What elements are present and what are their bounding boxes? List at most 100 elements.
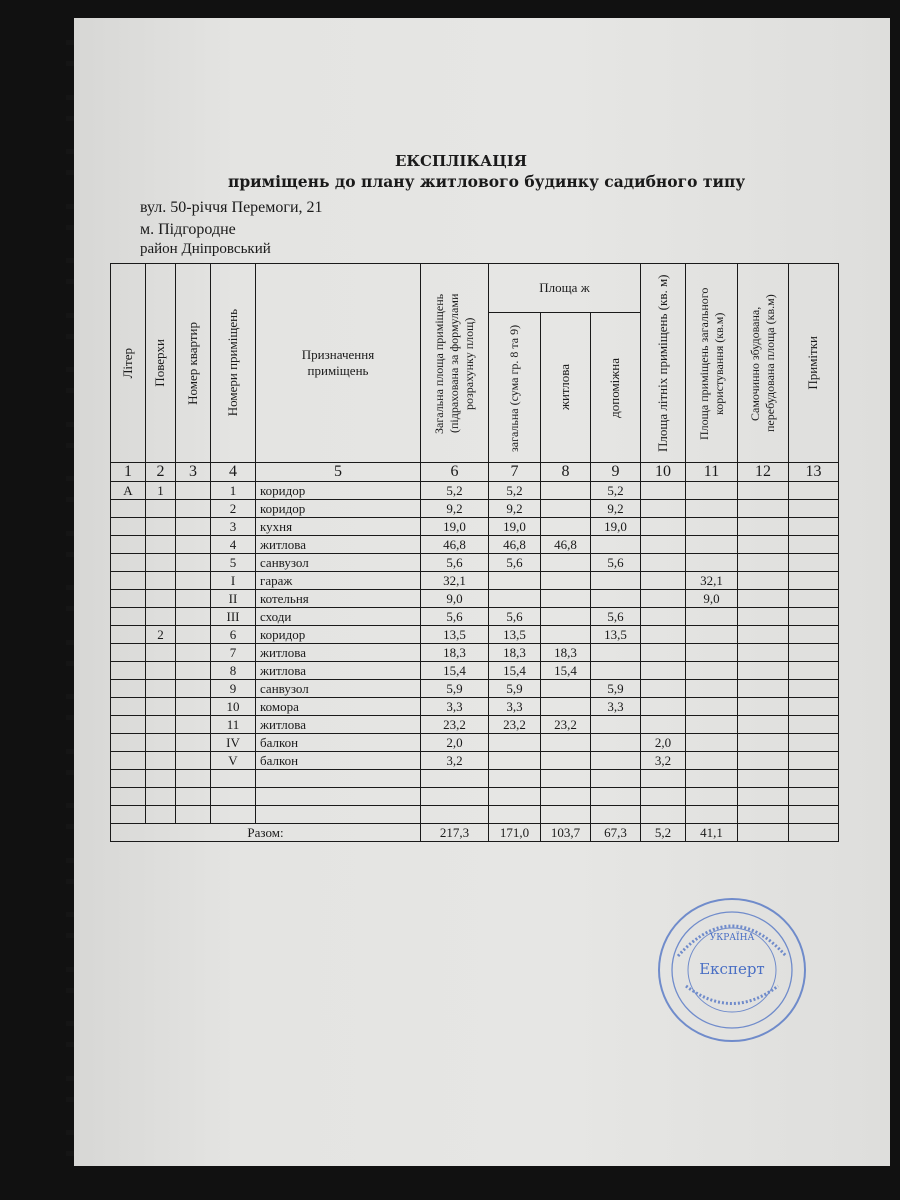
- table-cell: [640, 499, 686, 518]
- table-cell: [145, 769, 176, 788]
- table-row: 5 санвузол 5,6 5,6 5,6: [110, 553, 839, 572]
- table-cell: [788, 553, 839, 572]
- table-cell: [788, 643, 839, 662]
- table-cell: [175, 787, 211, 806]
- table-cell: [640, 553, 686, 572]
- table-cell: 23,2: [420, 715, 489, 734]
- table-cell: [640, 607, 686, 626]
- table-cell: 3,3: [488, 697, 541, 716]
- table-row: А 1 1 коридор 5,2 5,2 5,2: [110, 481, 839, 500]
- column-number: 10: [640, 462, 686, 482]
- table-cell: 18,3: [540, 643, 591, 662]
- table-cell: [175, 733, 211, 752]
- table-cell: [590, 571, 641, 590]
- table-cell: [590, 805, 641, 824]
- table-cell: 5,9: [590, 679, 641, 698]
- table-cell: [640, 661, 686, 680]
- table-cell: 23,2: [540, 715, 591, 734]
- table-cell: [737, 751, 789, 770]
- table-cell: [210, 769, 256, 788]
- table-cell: коридор: [255, 481, 421, 500]
- table-cell: [110, 499, 146, 518]
- table-cell: [175, 679, 211, 698]
- table-cell: [145, 679, 176, 698]
- table-row: III сходи 5,6 5,6 5,6: [110, 607, 839, 626]
- table-cell: 46,8: [488, 535, 541, 554]
- table-cell: 15,4: [488, 661, 541, 680]
- table-cell: [110, 571, 146, 590]
- table-cell: комора: [255, 697, 421, 716]
- table-cell: балкон: [255, 751, 421, 770]
- table-cell: 8: [210, 661, 256, 680]
- table-row: 2 коридор 9,2 9,2 9,2: [110, 499, 839, 518]
- table-row: 3 кухня 19,0 19,0 19,0: [110, 517, 839, 536]
- column-number: 11: [685, 462, 738, 482]
- column-number: 4: [210, 462, 256, 482]
- table-cell: житлова: [255, 661, 421, 680]
- table-cell: [737, 679, 789, 698]
- table-cell: [685, 499, 738, 518]
- column-number: 6: [420, 462, 489, 482]
- table-cell: 5,2: [488, 481, 541, 500]
- table-cell: [640, 805, 686, 824]
- table-cell: 9: [210, 679, 256, 698]
- table-cell: II: [210, 589, 256, 608]
- table-cell: [488, 751, 541, 770]
- table-cell: [737, 571, 789, 590]
- table-cell: [737, 661, 789, 680]
- table-cell: [737, 787, 789, 806]
- table-cell: [685, 607, 738, 626]
- table-cell: I: [210, 571, 256, 590]
- table-cell: 5,2: [590, 481, 641, 500]
- table-cell: [788, 589, 839, 608]
- table-cell: 5,6: [590, 553, 641, 572]
- table-cell: [175, 571, 211, 590]
- table-cell: [255, 805, 421, 824]
- column-number: 9: [590, 462, 641, 482]
- table-cell: [110, 697, 146, 716]
- header-area-living: житлова: [540, 312, 591, 463]
- table-cell: 9,0: [685, 589, 738, 608]
- column-number: 2: [145, 462, 176, 482]
- table-cell: [590, 787, 641, 806]
- table-cell: 3,2: [420, 751, 489, 770]
- table-row: [110, 769, 839, 788]
- table-row: 9 санвузол 5,9 5,9 5,9: [110, 679, 839, 698]
- stamp-country: УКРАЇНА: [710, 931, 755, 943]
- table-cell: [540, 481, 591, 500]
- table-cell: [145, 751, 176, 770]
- header-unauthorized-area: Самочинно збудована, перебудована площа …: [737, 263, 789, 463]
- table-row: 2 6 коридор 13,5 13,5 13,5: [110, 625, 839, 644]
- table-cell: кухня: [255, 517, 421, 536]
- table-cell: 9,0: [420, 589, 489, 608]
- table-cell: [110, 751, 146, 770]
- table-cell: [788, 715, 839, 734]
- table-cell: [175, 805, 211, 824]
- table-cell: [685, 517, 738, 536]
- table-cell: [640, 679, 686, 698]
- table-cell: [145, 805, 176, 824]
- total-value: 5,2: [640, 823, 686, 842]
- table-cell: [255, 769, 421, 788]
- table-cell: 3: [210, 517, 256, 536]
- table-cell: [640, 769, 686, 788]
- stamp-center-text: Експерт: [699, 960, 765, 978]
- table-cell: [540, 787, 591, 806]
- table-cell: 32,1: [420, 571, 489, 590]
- table-cell: [788, 571, 839, 590]
- table-cell: 1: [210, 481, 256, 500]
- table-cell: 5,9: [420, 679, 489, 698]
- table-cell: [685, 697, 738, 716]
- table-cell: [175, 769, 211, 788]
- table-cell: 10: [210, 697, 256, 716]
- table-cell: 5,2: [420, 481, 489, 500]
- table-cell: [685, 553, 738, 572]
- total-value: 171,0: [488, 823, 541, 842]
- table-cell: [590, 751, 641, 770]
- table-row: 11 житлова 23,2 23,2 23,2: [110, 715, 839, 734]
- table-cell: [737, 553, 789, 572]
- table-cell: [640, 481, 686, 500]
- table-cell: 5: [210, 553, 256, 572]
- table-cell: [590, 769, 641, 788]
